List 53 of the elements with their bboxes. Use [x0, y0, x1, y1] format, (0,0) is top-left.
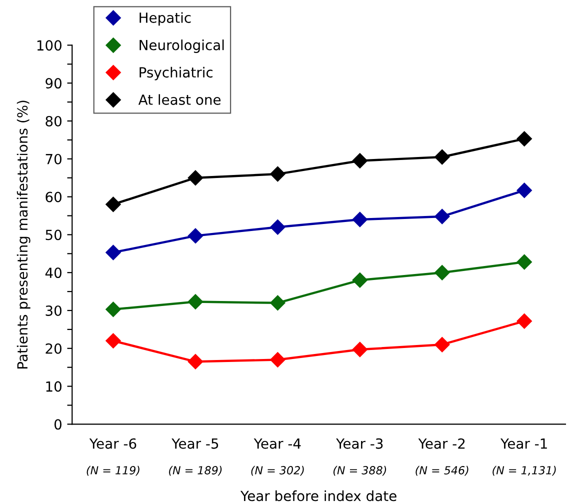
point — [270, 166, 286, 182]
text: (N = 119) — [86, 466, 140, 476]
point — [434, 337, 450, 352]
point — [270, 352, 286, 368]
point — [188, 228, 204, 244]
x-tick-label: Year -5 — [172, 438, 218, 449]
x-tick-label: Year -6 — [89, 438, 136, 449]
point — [516, 314, 532, 329]
x-axis-title: Year before index date — [240, 490, 396, 502]
y-tick-label: 60 — [46, 192, 62, 202]
point — [516, 131, 532, 146]
y-tick-label: 10 — [46, 381, 62, 392]
point — [352, 342, 368, 358]
text: (N = 1,131) — [492, 466, 556, 476]
y-tick-label: 90 — [46, 78, 62, 89]
point — [352, 212, 368, 228]
x-tick-label: Year -3 — [336, 438, 383, 449]
text: (N = 302) — [251, 466, 304, 476]
y-tick-label: 30 — [46, 305, 62, 316]
y-tick-label: 70 — [46, 154, 62, 164]
y-tick-label: 20 — [46, 343, 62, 354]
legend-label: Hepatic — [140, 12, 191, 26]
point — [106, 244, 121, 260]
y-tick-label: 80 — [46, 116, 62, 126]
point — [352, 272, 368, 288]
point — [516, 182, 532, 198]
point — [106, 333, 121, 348]
x-tick-label: Year -1 — [500, 438, 547, 449]
text: (N = 388) — [333, 466, 386, 476]
point — [270, 295, 286, 310]
point — [352, 153, 368, 168]
y-tick-label: 40 — [45, 268, 62, 278]
point — [106, 302, 121, 317]
point — [434, 149, 450, 165]
y-axis-title: Patients presenting manifestations (%) — [16, 100, 30, 368]
point — [188, 294, 204, 310]
point — [434, 265, 450, 280]
legend-label: Psychiatric — [140, 66, 212, 80]
point — [434, 208, 450, 224]
text: (N = 546) — [416, 466, 468, 476]
legend-label: Neurological — [140, 40, 224, 53]
point — [516, 254, 532, 270]
text: (N = 189) — [169, 466, 222, 476]
point — [188, 170, 204, 186]
y-tick-label: 0 — [54, 419, 62, 430]
y-tick-label: 100 — [37, 40, 62, 51]
point — [270, 220, 286, 235]
y-tick-label: 50 — [46, 230, 62, 240]
legend-label: At least one — [138, 94, 221, 105]
point — [106, 196, 121, 212]
x-tick-label: Year -4 — [254, 438, 301, 449]
x-tick-label: Year -2 — [418, 438, 465, 449]
point — [188, 354, 204, 370]
